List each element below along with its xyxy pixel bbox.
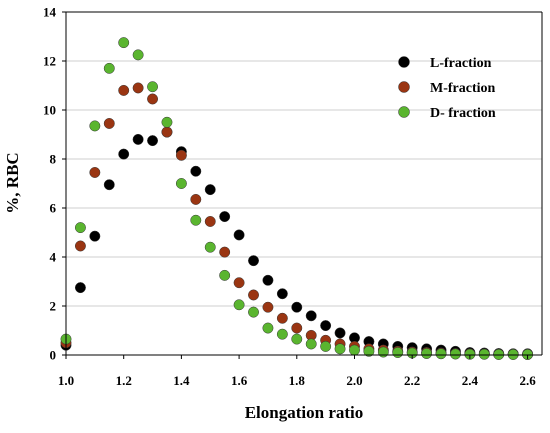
data-point xyxy=(248,255,259,267)
data-point xyxy=(74,240,86,252)
data-point xyxy=(175,149,187,161)
data-point xyxy=(89,167,101,178)
data-point xyxy=(320,320,332,332)
data-point xyxy=(262,301,274,313)
legend-marker xyxy=(398,106,410,118)
data-point xyxy=(363,345,375,357)
data-point xyxy=(233,277,245,289)
x-tick-label: 2.4 xyxy=(462,373,479,388)
legend: L-fraction M-fraction D- fraction xyxy=(398,56,496,121)
data-point xyxy=(464,348,476,360)
data-point xyxy=(89,230,101,242)
data-point xyxy=(421,348,433,359)
plot-area xyxy=(66,12,542,355)
y-tick-label: 8 xyxy=(50,152,57,167)
series-layer xyxy=(60,37,534,360)
y-tick-label: 4 xyxy=(50,250,57,265)
data-point xyxy=(190,214,202,226)
y-tick-label: 12 xyxy=(43,54,56,69)
y-tick-label: 0 xyxy=(50,348,57,363)
data-point xyxy=(248,289,259,301)
ticks: 0 2 4 6 8 10 12 14 1.0 1.2 1.4 1.6 1.8 2.0 2.2 2.4 2.6 xyxy=(43,5,536,389)
data-point xyxy=(74,282,86,294)
x-tick-label: 1.6 xyxy=(231,373,248,388)
data-point xyxy=(161,126,173,138)
data-point xyxy=(305,338,317,350)
data-point xyxy=(305,310,317,322)
data-point xyxy=(204,184,216,196)
data-point xyxy=(132,82,144,94)
data-point xyxy=(291,322,303,334)
legend-label: D- fraction xyxy=(430,106,496,121)
y-axis-title: %, RBC xyxy=(3,152,22,213)
data-point xyxy=(334,327,346,339)
x-tick-label: 1.2 xyxy=(116,373,132,388)
axes xyxy=(65,11,543,356)
data-point xyxy=(175,178,187,189)
legend-marker xyxy=(398,81,410,93)
data-point xyxy=(276,312,288,324)
data-point xyxy=(233,229,245,241)
x-tick-label: 1.4 xyxy=(173,373,190,388)
y-tick-label: 6 xyxy=(50,201,57,216)
data-point xyxy=(450,348,461,360)
x-tick-label: 1.8 xyxy=(289,373,306,388)
data-point xyxy=(204,241,216,253)
data-point xyxy=(291,333,303,345)
data-point xyxy=(392,347,404,358)
data-point xyxy=(478,348,490,360)
data-point xyxy=(262,274,274,286)
data-point xyxy=(103,179,115,191)
y-tick-label: 2 xyxy=(50,299,57,314)
data-point xyxy=(190,165,202,177)
data-point xyxy=(132,49,144,61)
data-point xyxy=(161,116,173,128)
data-point xyxy=(74,222,86,234)
y-tick-label: 10 xyxy=(43,103,56,118)
data-point xyxy=(349,344,360,356)
legend-label: L-fraction xyxy=(430,56,492,71)
data-point xyxy=(118,84,130,96)
x-tick-label: 2.6 xyxy=(519,373,536,388)
x-tick-label: 2.0 xyxy=(346,373,362,388)
data-point xyxy=(276,288,288,300)
x-tick-label: 2.2 xyxy=(404,373,420,388)
data-point xyxy=(147,93,158,105)
data-point xyxy=(219,246,231,258)
x-axis-title: Elongation ratio xyxy=(245,403,364,422)
data-point xyxy=(377,346,389,358)
legend-label: M-fraction xyxy=(430,81,496,96)
data-point xyxy=(103,118,115,129)
data-point xyxy=(233,299,245,311)
data-point xyxy=(276,328,288,340)
data-point xyxy=(204,216,216,227)
gridlines xyxy=(66,60,542,307)
data-point xyxy=(89,120,101,132)
data-point xyxy=(219,211,231,223)
data-point xyxy=(118,148,130,160)
series-3 xyxy=(60,37,534,360)
data-point xyxy=(219,269,231,281)
data-point xyxy=(118,37,130,49)
data-point xyxy=(248,306,259,318)
data-point xyxy=(334,343,346,355)
data-point xyxy=(147,135,158,147)
y-tick-label: 14 xyxy=(43,5,57,20)
data-point xyxy=(262,322,274,334)
data-point xyxy=(132,133,144,145)
legend-marker xyxy=(398,56,410,68)
data-point xyxy=(291,301,303,313)
data-point xyxy=(190,193,202,205)
data-point xyxy=(103,62,115,74)
x-tick-label: 1.0 xyxy=(58,373,74,388)
data-point xyxy=(320,340,332,352)
data-point xyxy=(435,348,447,360)
data-point xyxy=(147,81,158,93)
